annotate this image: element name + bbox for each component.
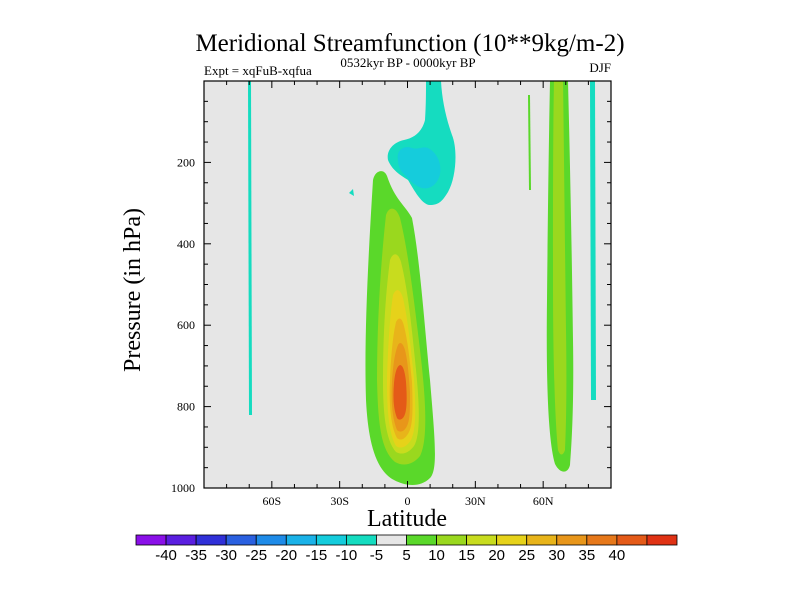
x-tick-label: 60S	[262, 494, 281, 508]
x-axis: 60S 30S 0 30N 60N	[203, 81, 612, 508]
chart-title: Meridional Streamfunction (10**9kg/m-2)	[195, 30, 624, 57]
colorbar-label: -25	[245, 547, 267, 564]
colorbar-swatch	[556, 534, 588, 546]
colorbar-label: 10	[428, 547, 445, 564]
colorbar-label: 35	[578, 547, 595, 564]
y-tick-label: 600	[177, 318, 195, 332]
colorbar-label: -10	[336, 547, 358, 564]
colorbar-swatch	[586, 534, 618, 546]
period-label: 0532kyr BP - 0000kyr BP	[340, 55, 475, 70]
small-negative-patch	[349, 189, 354, 196]
colorbar-label: 40	[609, 547, 626, 564]
colorbar-swatch	[165, 534, 197, 546]
colorbar-label: -40	[155, 547, 177, 564]
colorbar-swatch	[496, 534, 528, 546]
x-tick-label: 60N	[533, 494, 554, 508]
x-tick-label: 30S	[330, 494, 349, 508]
expt-label: Expt = xqFuB-xqfua	[204, 63, 312, 78]
season-label: DJF	[589, 60, 611, 75]
colorbar-swatch	[255, 534, 287, 546]
colorbar-label: 5	[402, 547, 410, 564]
colorbar-swatch	[135, 534, 167, 546]
colorbar-label: -5	[370, 547, 383, 564]
colorbar: -40 -35 -30 -25 -20 -15 -10 -5 5 10 15 20 25 30 35 40	[135, 534, 678, 564]
colorbar-swatch	[526, 534, 558, 546]
colorbar-label: -15	[305, 547, 327, 564]
contour-fills	[248, 81, 596, 485]
x-tick-label: 0	[405, 494, 411, 508]
upper-negative-10	[397, 147, 441, 189]
nh-narrow-streak	[528, 95, 531, 190]
colorbar-swatch	[646, 534, 678, 546]
colorbar-label: 15	[458, 547, 475, 564]
colorbar-swatch	[466, 534, 498, 546]
y-tick-label: 800	[177, 400, 195, 414]
y-tick-label: 1000	[171, 481, 195, 495]
x-tick-label: 30N	[465, 494, 486, 508]
y-axis: 200 400 600 800 1000	[171, 100, 611, 495]
colorbar-swatch	[345, 534, 377, 546]
colorbar-swatch	[406, 534, 437, 546]
sh-negative-streak	[248, 81, 252, 415]
contour-pos-35	[393, 365, 407, 420]
nh-positive-band-10	[553, 81, 567, 455]
y-tick-label: 400	[177, 237, 195, 251]
colorbar-label: -30	[215, 547, 237, 564]
colorbar-label: 20	[488, 547, 505, 564]
colorbar-swatch	[285, 534, 317, 546]
colorbar-label: 30	[548, 547, 565, 564]
colorbar-label: -35	[185, 547, 207, 564]
y-axis-title: Pressure (in hPa)	[120, 208, 146, 372]
y-tick-label: 200	[177, 155, 195, 169]
colorbar-swatch	[436, 534, 468, 546]
nh-negative-streak	[590, 81, 596, 400]
colorbar-swatch	[376, 534, 407, 546]
colorbar-swatch	[225, 534, 257, 546]
colorbar-swatch	[195, 534, 227, 546]
colorbar-swatch	[315, 534, 347, 546]
colorbar-label: 25	[518, 547, 535, 564]
colorbar-swatch	[616, 534, 648, 546]
x-axis-title: Latitude	[367, 506, 447, 532]
colorbar-label: -20	[275, 547, 297, 564]
